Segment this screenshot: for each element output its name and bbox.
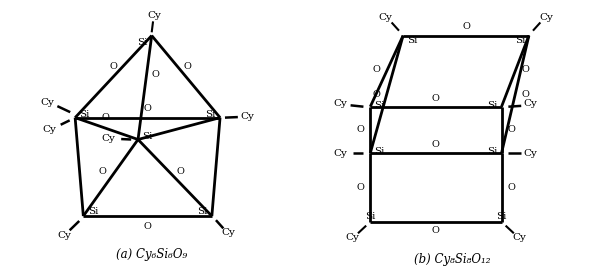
Text: Cy: Cy bbox=[540, 13, 554, 22]
Text: Si: Si bbox=[80, 110, 90, 119]
Text: O: O bbox=[357, 183, 365, 192]
Text: O: O bbox=[144, 222, 152, 231]
Text: O: O bbox=[98, 167, 106, 176]
Text: Si: Si bbox=[205, 110, 216, 119]
Text: Si: Si bbox=[487, 147, 498, 156]
Text: O: O bbox=[432, 94, 440, 103]
Text: Si: Si bbox=[143, 132, 153, 141]
Text: Cy: Cy bbox=[101, 134, 115, 143]
Text: O: O bbox=[432, 140, 440, 150]
Text: Cy: Cy bbox=[333, 99, 347, 109]
Text: Si: Si bbox=[496, 211, 507, 221]
Text: Si: Si bbox=[137, 38, 147, 47]
Text: (b) Cy₈Si₈O₁₂: (b) Cy₈Si₈O₁₂ bbox=[414, 253, 490, 266]
Text: O: O bbox=[357, 126, 365, 134]
Text: Cy: Cy bbox=[512, 234, 526, 242]
Text: (a) Cy₆Si₆O₉: (a) Cy₆Si₆O₉ bbox=[116, 248, 187, 261]
Text: Cy: Cy bbox=[57, 231, 71, 240]
Text: O: O bbox=[432, 226, 440, 235]
Text: Cy: Cy bbox=[378, 13, 392, 22]
Text: O: O bbox=[152, 70, 159, 79]
Text: O: O bbox=[183, 62, 191, 71]
Text: O: O bbox=[522, 90, 530, 99]
Text: Cy: Cy bbox=[523, 99, 537, 109]
Text: O: O bbox=[109, 62, 117, 71]
Text: Cy: Cy bbox=[345, 234, 359, 242]
Text: O: O bbox=[462, 21, 470, 30]
Text: Si: Si bbox=[487, 101, 498, 110]
Text: O: O bbox=[522, 65, 530, 74]
Text: O: O bbox=[177, 167, 185, 176]
Text: Si: Si bbox=[374, 101, 384, 110]
Text: Si: Si bbox=[88, 208, 98, 217]
Text: Cy: Cy bbox=[523, 149, 537, 158]
Text: Si: Si bbox=[365, 211, 376, 221]
Text: Cy: Cy bbox=[147, 11, 161, 20]
Text: O: O bbox=[372, 90, 381, 99]
Text: Si: Si bbox=[406, 36, 417, 45]
Text: O: O bbox=[144, 104, 152, 112]
Text: Si: Si bbox=[515, 36, 525, 45]
Text: Cy: Cy bbox=[42, 126, 56, 134]
Text: O: O bbox=[372, 65, 381, 74]
Text: O: O bbox=[101, 113, 109, 122]
Text: O: O bbox=[507, 183, 515, 192]
Text: Cy: Cy bbox=[240, 112, 254, 121]
Text: Cy: Cy bbox=[333, 149, 347, 158]
Text: Cy: Cy bbox=[41, 98, 55, 107]
Text: Cy: Cy bbox=[221, 228, 235, 237]
Text: Si: Si bbox=[374, 147, 384, 156]
Text: Si: Si bbox=[197, 208, 207, 217]
Text: O: O bbox=[507, 126, 515, 134]
